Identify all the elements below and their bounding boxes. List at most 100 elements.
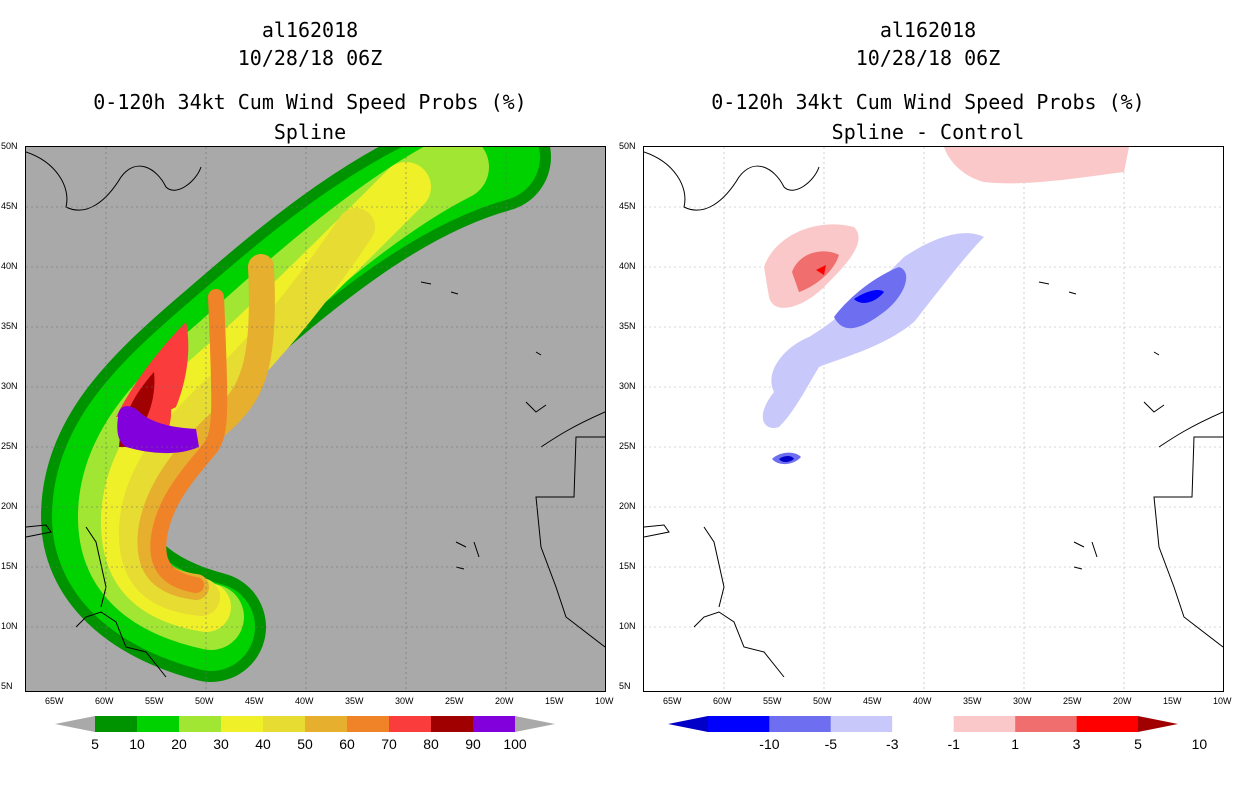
colorbar-swatch [431, 716, 473, 732]
diff-pos-1-north [944, 147, 1129, 184]
lon-tick-label: 45W [863, 696, 882, 706]
colorbar-right-arrow [1138, 716, 1178, 732]
colorbar-swatch [473, 716, 515, 732]
left-product-title: 0-120h 34kt Cum Wind Speed Probs (%) [93, 90, 527, 114]
lon-tick-label: 40W [913, 696, 932, 706]
lon-tick-label: 35W [345, 696, 364, 706]
colorbar-right-arrow [515, 716, 555, 732]
lon-tick-label: 40W [295, 696, 314, 706]
lat-tick-label: 35N [1, 321, 18, 331]
lat-tick-label: 5N [619, 681, 631, 691]
prob-band-60 [150, 289, 228, 593]
right-colorbar [668, 716, 1178, 732]
left-gridlines [26, 147, 605, 691]
colorbar-swatch [953, 716, 1016, 732]
lon-tick-label: 25W [445, 696, 464, 706]
diff-neg-5 [854, 289, 884, 303]
right-product-title: 0-120h 34kt Cum Wind Speed Probs (%) [711, 90, 1145, 114]
lat-tick-label: 40N [1, 261, 18, 271]
colorbar-swatch [221, 716, 263, 732]
lon-tick-label: 30W [395, 696, 414, 706]
left-colorbar [55, 716, 555, 732]
left-storm-id: al162018 [261, 18, 359, 42]
colorbar-label: 50 [297, 736, 313, 752]
lon-tick-label: 25W [1063, 696, 1082, 706]
lon-tick-label: 15W [545, 696, 564, 706]
lat-tick-label: 15N [619, 561, 636, 571]
colorbar-label: 3 [1072, 736, 1081, 752]
colorbar-label: 80 [423, 736, 439, 752]
prob-band-100-area [117, 406, 199, 454]
colorbar-swatch [1015, 716, 1077, 732]
lon-tick-label: 35W [963, 696, 982, 706]
colorbar-label: 1 [1011, 736, 1020, 752]
right-map-panel [643, 146, 1224, 692]
colorbar-label: 10 [1191, 736, 1208, 752]
right-subtitle: Spline - Control [831, 120, 1025, 144]
colorbar-label: 5 [91, 736, 99, 752]
diff-neg-south-core [779, 456, 794, 462]
lat-tick-label: 15N [1, 561, 18, 571]
lon-tick-label: 30W [1013, 696, 1032, 706]
colorbar-label: 100 [503, 736, 527, 752]
lat-tick-label: 10N [1, 621, 18, 631]
left-map-panel [25, 146, 606, 692]
colorbar-swatch [179, 716, 221, 732]
lon-tick-label: 60W [713, 696, 732, 706]
colorbar-swatch [95, 716, 137, 732]
lat-tick-label: 30N [1, 381, 18, 391]
colorbar-swatch [137, 716, 179, 732]
right-coastlines [644, 151, 1223, 678]
lon-tick-label: 65W [663, 696, 682, 706]
lat-tick-label: 25N [619, 441, 636, 451]
colorbar-label: -1 [947, 736, 960, 752]
lon-tick-label: 10W [595, 696, 614, 706]
lon-tick-label: 10W [1213, 696, 1232, 706]
left-subtitle: Spline [273, 120, 347, 144]
colorbar-left-arrow [55, 716, 95, 732]
lon-tick-label: 55W [763, 696, 782, 706]
lon-tick-label: 50W [195, 696, 214, 706]
lon-tick-label: 55W [145, 696, 164, 706]
lat-tick-label: 45N [619, 201, 636, 211]
right-gridlines [644, 147, 1223, 691]
lat-tick-label: 35N [619, 321, 636, 331]
colorbar-swatch [769, 716, 831, 732]
lon-tick-label: 20W [495, 696, 514, 706]
colorbar-label: 40 [255, 736, 271, 752]
lat-tick-label: 25N [1, 441, 18, 451]
left-coastlines [26, 151, 605, 678]
colorbar-label: -10 [759, 736, 780, 752]
colorbar-swatch [892, 716, 954, 732]
lon-tick-label: 65W [45, 696, 64, 706]
right-datetime: 10/28/18 06Z [855, 46, 1001, 70]
diff-neg-1 [762, 233, 984, 428]
colorbar-left-arrow [668, 716, 708, 732]
colorbar-swatch [263, 716, 305, 732]
prob-band-70-area [116, 322, 189, 417]
colorbar-swatch [830, 716, 893, 732]
colorbar-label: 5 [1134, 736, 1142, 752]
colorbar-label: 60 [339, 736, 355, 752]
diff-pos-5 [816, 265, 826, 275]
lat-tick-label: 10N [619, 621, 636, 631]
colorbar-swatch [389, 716, 431, 732]
lon-tick-label: 20W [1113, 696, 1132, 706]
colorbar-label: 30 [213, 736, 229, 752]
lon-tick-label: 60W [95, 696, 114, 706]
colorbar-label: -3 [886, 736, 899, 752]
colorbar-label: 10 [129, 736, 145, 752]
lat-tick-label: 30N [619, 381, 636, 391]
lon-tick-label: 45W [245, 696, 264, 706]
lat-tick-label: 20N [1, 501, 18, 511]
colorbar-label: -5 [824, 736, 838, 752]
colorbar-label: 20 [171, 736, 187, 752]
lat-tick-label: 50N [619, 141, 636, 151]
lon-tick-label: 50W [813, 696, 832, 706]
lon-tick-label: 15W [1163, 696, 1182, 706]
lat-tick-label: 45N [1, 201, 18, 211]
colorbar-swatch [1076, 716, 1138, 732]
diff-pos-3 [792, 251, 839, 292]
lat-tick-label: 20N [619, 501, 636, 511]
left-probability-contours [26, 147, 605, 691]
